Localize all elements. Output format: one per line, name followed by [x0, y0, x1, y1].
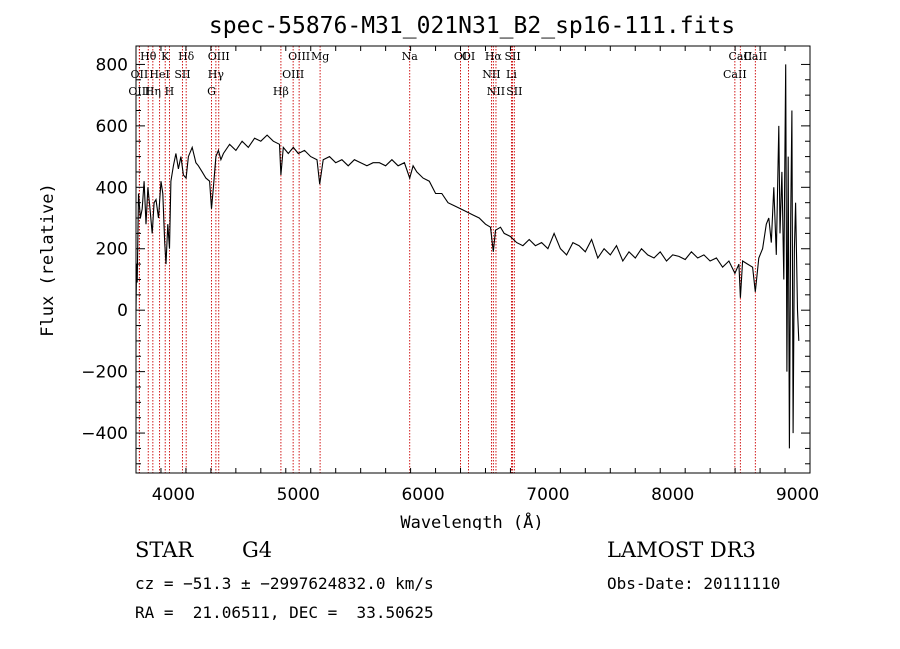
chart-title: spec-55876-M31_021N31_B2_sp16-111.fits — [209, 13, 735, 39]
plot-frame — [135, 45, 811, 474]
spectral-line-label: Hθ — [140, 50, 157, 63]
survey-name: LAMOST DR3 — [607, 538, 756, 562]
spectral-line-label: SII — [506, 85, 522, 98]
object-subclass: G4 — [242, 538, 273, 562]
spectral-line-labels: Hθ OII OIII K HeI Hη H Hδ SII OIII Hγ G OIII OIII Hβ Mg… — [128, 50, 767, 98]
spectral-line-label: H — [165, 85, 175, 98]
x-tick-label: 7000 — [526, 485, 569, 505]
y-tick-label: 400 — [96, 178, 128, 198]
spectral-line-label: Hδ — [178, 50, 195, 63]
y-tick-label: 600 — [96, 117, 128, 137]
y-tick-label: −200 — [81, 363, 128, 383]
spectral-line-label: SII — [174, 68, 190, 81]
spectral-line-label: SII — [504, 50, 520, 63]
spectral-line-label: OII — [131, 68, 149, 81]
spectral-line-label: NII — [482, 68, 500, 81]
spectral-line-label: CaII — [743, 50, 767, 63]
spectral-line-label: OIII — [282, 68, 304, 81]
spectral-line-label: CaII — [729, 50, 753, 63]
spectral-line-label: NII — [487, 85, 505, 98]
redshift-velocity: cz = −51.3 ± −2997624832.0 km/s — [135, 574, 434, 593]
flux-series-line — [135, 64, 800, 449]
x-tick-label: 9000 — [776, 485, 819, 505]
spectral-line-label: OIII — [128, 85, 150, 98]
y-tick-label: −400 — [81, 424, 128, 444]
spectral-line-label: Li — [506, 68, 517, 81]
spectral-line-label: Hη — [145, 85, 161, 98]
spectral-line-label: HeI — [149, 68, 169, 81]
x-axis-ticks: 4000 5000 6000 7000 8000 9000 — [135, 46, 819, 505]
object-class: STAR — [135, 538, 194, 562]
spectral-line-label: OIII — [208, 50, 230, 63]
spectral-line-markers — [138, 46, 756, 473]
x-tick-label: 6000 — [401, 485, 444, 505]
y-tick-label: 800 — [96, 55, 128, 75]
x-tick-label: 8000 — [651, 485, 694, 505]
y-tick-label: 0 — [117, 301, 128, 321]
x-axis-label: Wavelength (Å) — [400, 511, 543, 530]
spectral-line-label: OI — [462, 50, 475, 63]
y-axis-ticks: −400 −200 0 200 400 600 800 — [81, 55, 810, 465]
y-axis-label: Flux (relative) — [38, 183, 58, 337]
spectral-line-label: Hβ — [273, 85, 289, 98]
spectral-line-label: Hγ — [208, 68, 225, 81]
y-tick-label: 200 — [96, 240, 128, 260]
x-tick-label: 4000 — [152, 485, 195, 505]
spectral-line-label: G — [207, 85, 216, 98]
spectral-line-label: K — [161, 50, 170, 63]
spectral-line-label: Hα — [485, 50, 503, 63]
spectral-line-label: OI — [454, 50, 467, 63]
spectrum-chart: spec-55876-M31_021N31_B2_sp16-111.fits H… — [38, 13, 819, 530]
x-tick-label: 5000 — [277, 485, 320, 505]
spectral-line-label: Na — [402, 50, 419, 63]
observation-date: Obs-Date: 20111110 — [607, 574, 781, 593]
spectral-line-label: Mg — [311, 50, 329, 63]
sky-coordinates: RA = 21.06511, DEC = 33.50625 — [135, 603, 434, 622]
spectral-line-label: CaII — [723, 68, 747, 81]
spectral-line-label: OIII — [288, 50, 310, 63]
